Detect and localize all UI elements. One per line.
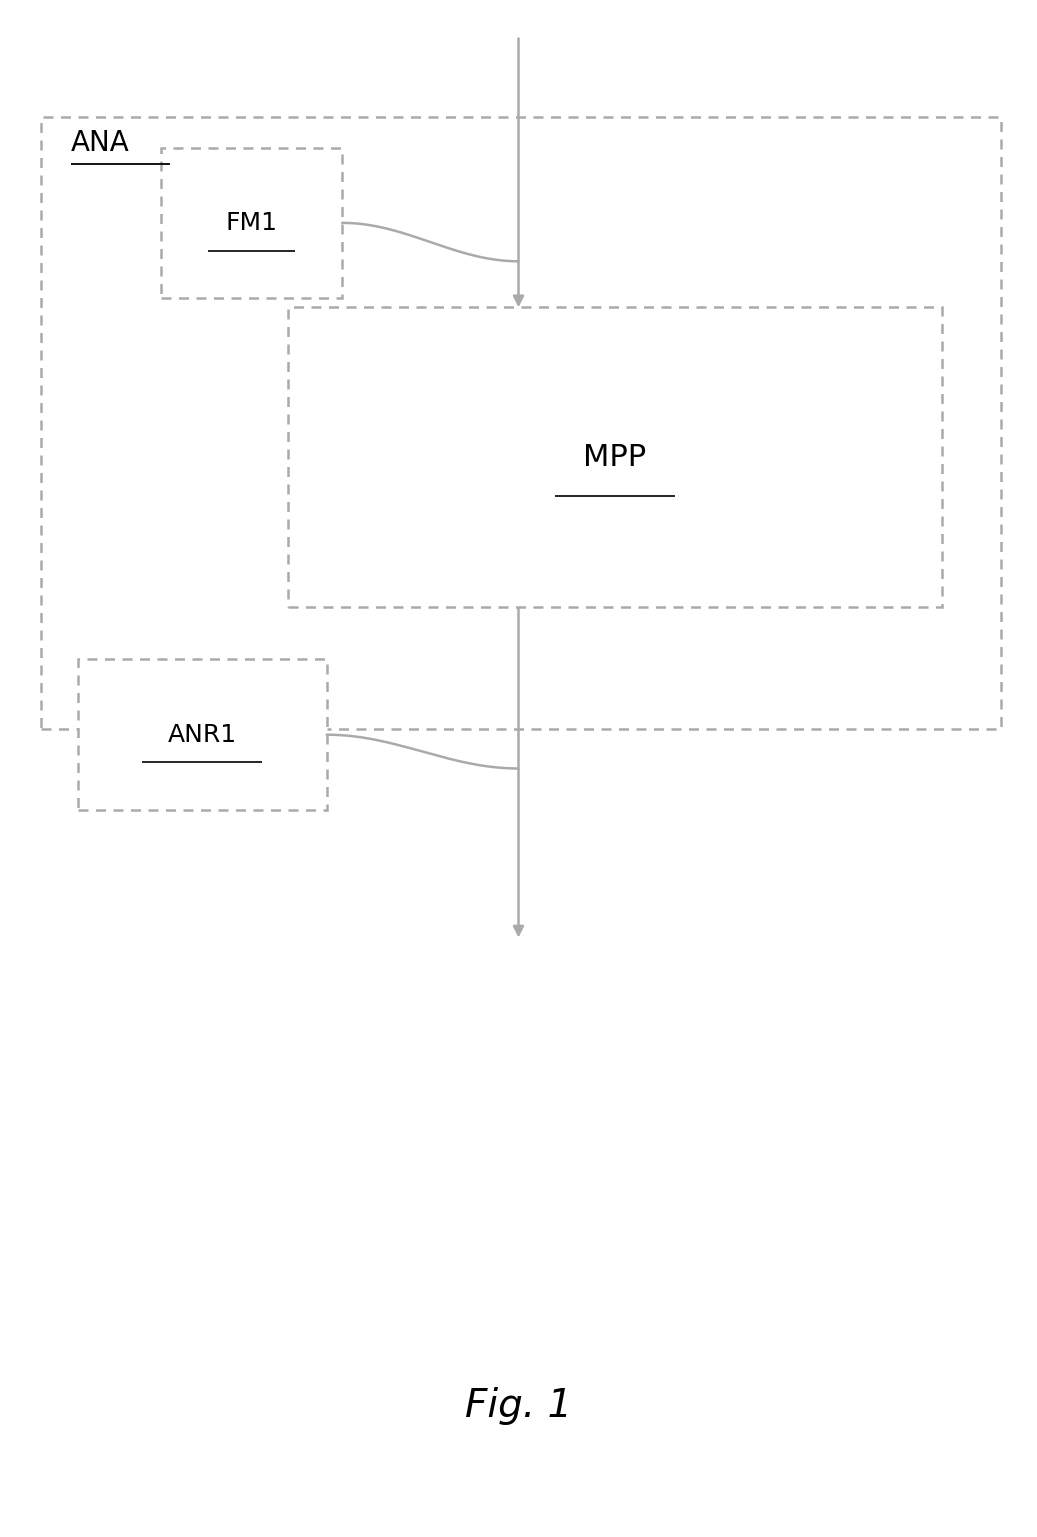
Bar: [78, 659, 327, 810]
Text: Fig. 1: Fig. 1: [465, 1388, 572, 1425]
Text: FM1: FM1: [225, 211, 278, 235]
Bar: [288, 307, 942, 607]
Bar: [161, 148, 342, 298]
Text: ANA: ANA: [71, 129, 130, 157]
Bar: [41, 117, 1001, 729]
Text: MPP: MPP: [584, 443, 646, 472]
Text: ANR1: ANR1: [168, 722, 236, 747]
